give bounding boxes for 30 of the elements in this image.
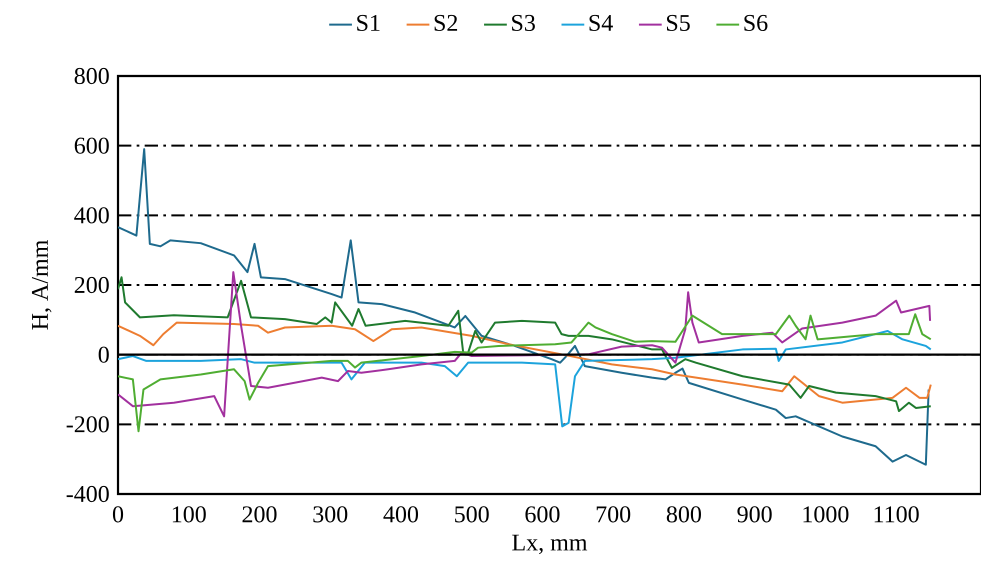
y-tick-label: 200 [74, 276, 109, 294]
x-tick-label: 1100 [874, 506, 919, 522]
y-tick-label: -200 [66, 416, 109, 432]
line-series [118, 148, 930, 466]
legend-label: S4 [590, 14, 613, 32]
line-series [118, 322, 932, 404]
legend-label: S1 [357, 14, 380, 32]
x-tick-label: 1000 [803, 506, 848, 522]
y-tick-label: 800 [74, 68, 109, 84]
x-tick-label: 400 [383, 506, 418, 522]
x-tick-label: 0 [112, 506, 124, 522]
x-tick-label: 900 [737, 506, 772, 522]
legend-label: S6 [744, 14, 768, 32]
x-tick-label: 800 [666, 506, 701, 522]
legend-label: S2 [434, 14, 458, 32]
line-series [118, 313, 932, 432]
x-tick-label: 200 [242, 506, 277, 522]
x-tick-label: 500 [455, 506, 489, 522]
x-tick-label: 600 [525, 506, 560, 522]
y-tick-label: 600 [74, 138, 109, 154]
x-tick-label: 100 [172, 506, 206, 522]
y-tick-label: 400 [74, 207, 109, 224]
x-tick-label: 300 [313, 506, 348, 522]
legend-label: S3 [512, 14, 535, 32]
legend-label: S5 [666, 14, 690, 32]
y-tick-label: -400 [66, 486, 109, 502]
y-axis-title: H, A/mm [32, 240, 52, 330]
x-tick-label: 700 [596, 506, 630, 522]
x-axis-title: Lx, mm [512, 534, 588, 554]
y-tick-label: 0 [98, 346, 109, 363]
